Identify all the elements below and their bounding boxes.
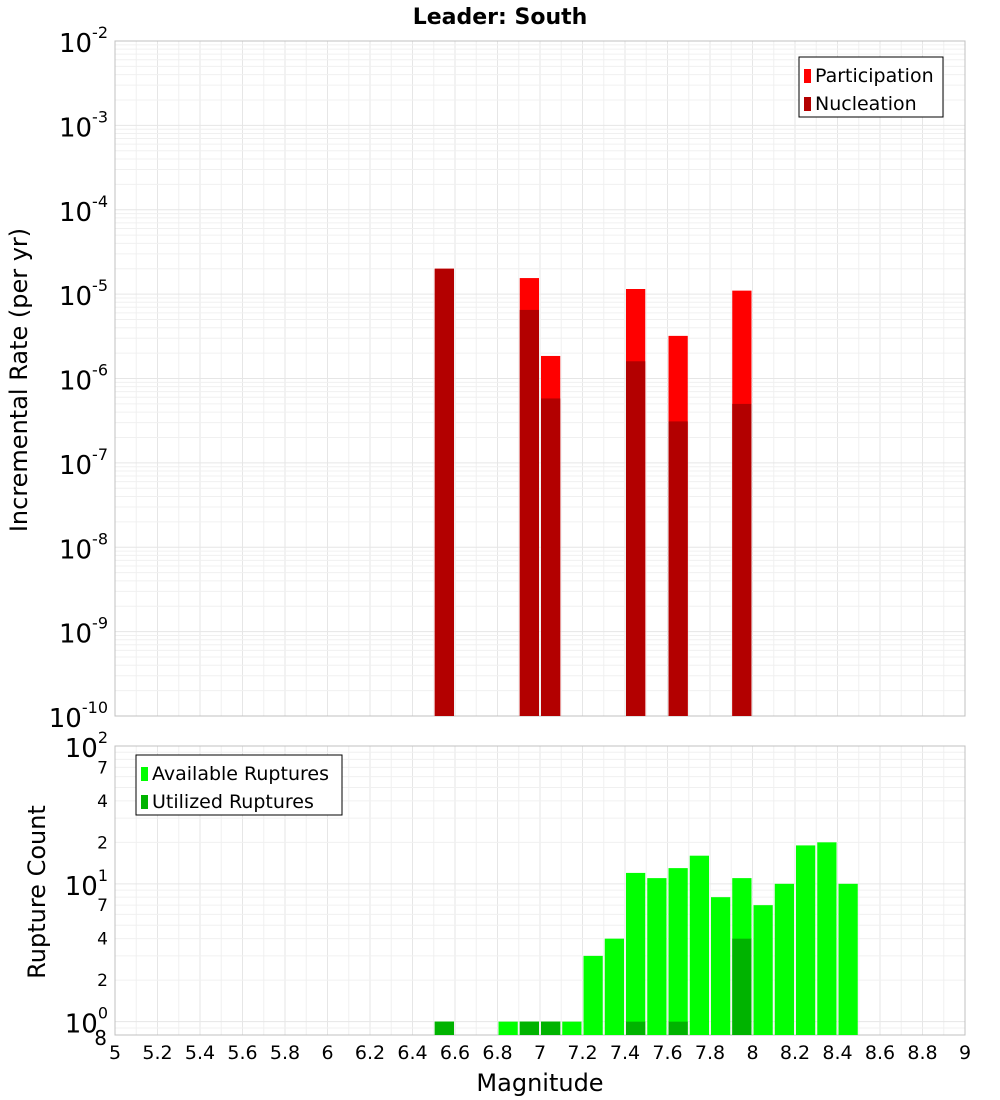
x-tick-label: 5.8 <box>270 1042 300 1064</box>
utilized-bar <box>541 1021 561 1035</box>
y-tick-label: 10-5 <box>59 276 108 312</box>
y-tick-exponent: -10 <box>82 698 108 717</box>
nucleation-bar <box>668 421 688 716</box>
x-tick-label: 8.8 <box>907 1042 937 1064</box>
y-tick-exponent: 0 <box>98 1004 108 1023</box>
x-tick-label: 7 <box>534 1042 546 1064</box>
x-tick-label: 7.6 <box>652 1042 682 1064</box>
y-tick-exponent: -2 <box>92 23 108 42</box>
utilized-bar <box>519 1021 539 1035</box>
y-tick-exponent: 2 <box>98 728 108 747</box>
y-tick-label-minor: 2 <box>97 833 108 853</box>
available-bar <box>753 905 773 1035</box>
x-tick-label: 6.4 <box>397 1042 427 1064</box>
y-tick-exponent: -4 <box>92 192 108 211</box>
available-bar <box>604 938 624 1035</box>
top-legend-entry: Participation <box>815 65 934 87</box>
nucleation-bar <box>626 361 646 716</box>
chart-title: Leader: South <box>413 5 588 30</box>
x-tick-label: 7.4 <box>610 1042 640 1064</box>
y-tick-label-minor: 2 <box>97 971 108 991</box>
x-tick-label: 6.8 <box>482 1042 512 1064</box>
y-tick-exponent: 1 <box>98 866 108 885</box>
y-tick-label: 10-9 <box>59 614 108 650</box>
x-tick-label: 6.6 <box>440 1042 470 1064</box>
available-bar <box>647 878 667 1035</box>
available-bar <box>498 1021 518 1035</box>
available-bar <box>689 855 709 1035</box>
bottom-legend-entry: Available Ruptures <box>152 763 329 785</box>
x-tick-label: 8.6 <box>865 1042 895 1064</box>
x-axis-label: Magnitude <box>476 1069 603 1097</box>
available-bar <box>668 868 688 1035</box>
top-legend-swatch <box>804 69 811 83</box>
x-tick-label: 9 <box>959 1042 971 1064</box>
bottom-legend-swatch <box>141 795 148 809</box>
nucleation-bar <box>732 403 752 716</box>
y-tick-exponent: -8 <box>92 529 108 548</box>
y-tick-label-minor: 4 <box>97 792 108 812</box>
bottom-legend-box <box>135 754 343 816</box>
y-tick-label: 10-3 <box>59 107 108 143</box>
available-bar <box>774 883 794 1035</box>
utilized-bar <box>626 1021 646 1035</box>
x-tick-label: 6 <box>321 1042 333 1064</box>
y-tick-exponent: -3 <box>92 107 108 126</box>
available-bar <box>711 897 731 1035</box>
available-bar <box>796 845 816 1035</box>
x-tick-label: 6.2 <box>355 1042 385 1064</box>
top-plot-area: ParticipationNucleation10-1010-910-810-7… <box>49 23 966 734</box>
available-bar <box>838 883 858 1035</box>
bottom-legend-swatch <box>141 767 148 781</box>
y-tick-label-minor: 7 <box>97 896 108 916</box>
x-tick-label: 8.4 <box>822 1042 852 1064</box>
top-legend-swatch <box>804 97 811 111</box>
top-y-axis-label: Incremental Rate (per yr) <box>5 228 33 532</box>
available-bar <box>817 842 837 1035</box>
y-tick-label-minor: 7 <box>97 758 108 778</box>
nucleation-bar <box>519 309 539 716</box>
x-tick-label: 8 <box>746 1042 758 1064</box>
y-tick-label: 10-4 <box>59 192 108 228</box>
nucleation-bar <box>434 268 454 716</box>
available-bar <box>626 872 646 1035</box>
y-tick-label: 10-7 <box>59 445 108 481</box>
plot-frame <box>114 40 966 717</box>
top-legend-box <box>798 56 944 118</box>
y-tick-label-min: 8 <box>94 1026 107 1050</box>
utilized-bar <box>434 1021 454 1035</box>
y-tick-exponent: -5 <box>92 276 108 295</box>
available-bar <box>583 955 603 1035</box>
y-tick-label: 10-2 <box>59 23 108 59</box>
y-tick-label: 10-8 <box>59 529 108 565</box>
y-tick-exponent: -9 <box>92 614 108 633</box>
x-tick-label: 5 <box>109 1042 121 1064</box>
utilized-bar <box>732 938 752 1035</box>
plot-frame <box>114 745 966 1036</box>
available-bar <box>562 1021 582 1035</box>
y-tick-exponent: -6 <box>92 361 108 380</box>
y-tick-label: 10-6 <box>59 361 108 397</box>
x-tick-label: 5.2 <box>142 1042 172 1064</box>
y-tick-label-minor: 4 <box>97 930 108 950</box>
y-tick-exponent: -7 <box>92 445 108 464</box>
top-legend-entry: Nucleation <box>815 93 917 115</box>
nucleation-bar <box>541 398 561 716</box>
x-tick-label: 8.2 <box>780 1042 810 1064</box>
bottom-y-axis-label: Rupture Count <box>23 805 51 979</box>
x-tick-label: 7.8 <box>695 1042 725 1064</box>
x-tick-label: 5.4 <box>185 1042 215 1064</box>
x-tick-label: 5.6 <box>227 1042 257 1064</box>
bottom-legend-entry: Utilized Ruptures <box>152 791 314 813</box>
utilized-bar <box>668 1021 688 1035</box>
x-tick-label: 7.2 <box>567 1042 597 1064</box>
